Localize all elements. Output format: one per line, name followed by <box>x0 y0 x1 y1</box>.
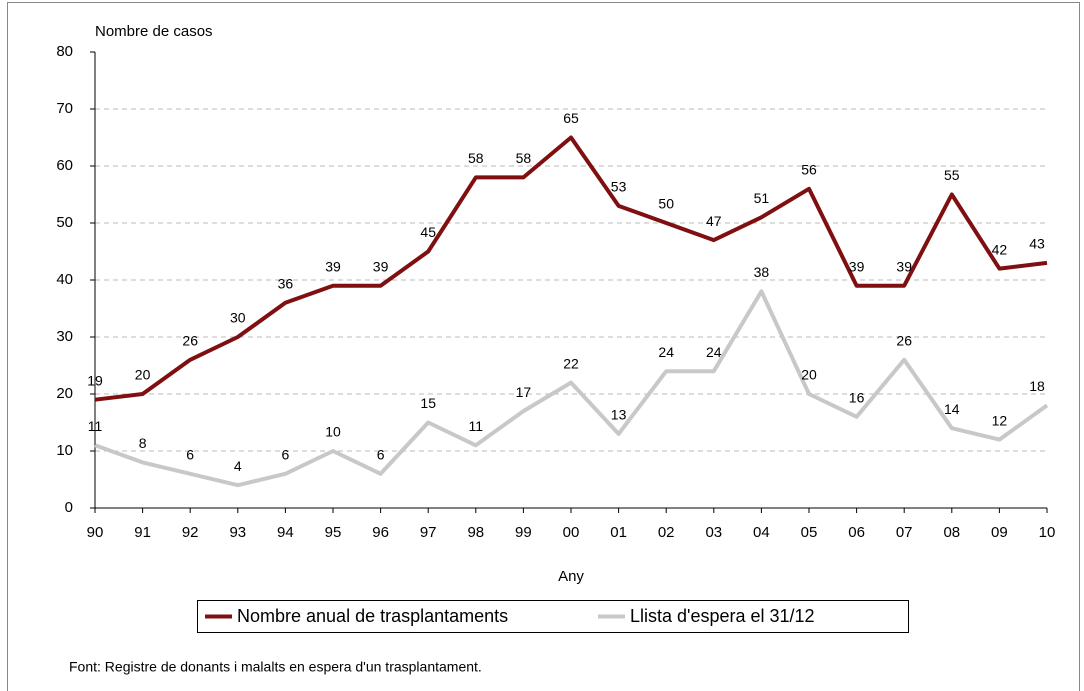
data-label: 47 <box>706 213 722 229</box>
x-tick-label: 96 <box>372 524 389 541</box>
data-label: 6 <box>377 447 385 463</box>
data-label: 19 <box>87 372 103 388</box>
data-label: 53 <box>611 179 627 195</box>
x-tick-label: 01 <box>610 524 627 541</box>
data-label: 26 <box>182 333 198 349</box>
y-axis-label: Nombre de casos <box>95 23 213 40</box>
data-label: 39 <box>373 258 389 274</box>
data-label: 56 <box>801 162 817 178</box>
data-label: 6 <box>282 447 290 463</box>
x-axis-label: Any <box>558 568 584 585</box>
legend-label: Llista d'espera el 31/12 <box>630 606 815 626</box>
data-label: 11 <box>88 418 103 434</box>
data-label: 58 <box>516 150 532 166</box>
data-label: 36 <box>278 276 294 292</box>
y-tick-label: 60 <box>56 157 73 174</box>
data-label: 39 <box>325 258 341 274</box>
data-label: 20 <box>801 367 817 383</box>
data-label: 50 <box>658 196 674 212</box>
data-label: 42 <box>992 241 1008 257</box>
data-label: 55 <box>944 167 960 183</box>
x-tick-label: 92 <box>182 524 199 541</box>
data-label: 12 <box>992 412 1008 428</box>
data-label: 26 <box>896 333 912 349</box>
x-tick-label: 03 <box>705 524 722 541</box>
x-tick-label: 97 <box>420 524 437 541</box>
data-label: 39 <box>896 258 912 274</box>
x-tick-label: 06 <box>848 524 865 541</box>
x-tick-label: 90 <box>87 524 104 541</box>
data-label: 65 <box>563 110 579 126</box>
data-label: 43 <box>1029 236 1045 252</box>
x-tick-label: 02 <box>658 524 675 541</box>
x-tick-label: 99 <box>515 524 532 541</box>
x-tick-label: 94 <box>277 524 294 541</box>
x-tick-label: 07 <box>896 524 913 541</box>
data-label: 4 <box>234 458 242 474</box>
data-label: 58 <box>468 150 484 166</box>
x-tick-label: 98 <box>467 524 484 541</box>
y-tick-label: 80 <box>56 43 73 60</box>
data-label: 38 <box>754 264 770 280</box>
series-line <box>94 289 1049 488</box>
data-label: 20 <box>135 367 151 383</box>
x-tick-label: 08 <box>943 524 960 541</box>
data-label: 13 <box>611 407 627 423</box>
y-tick-label: 0 <box>65 499 73 516</box>
data-label: 17 <box>516 384 532 400</box>
data-label: 45 <box>420 224 436 240</box>
data-label: 14 <box>944 401 960 417</box>
x-tick-label: 93 <box>229 524 246 541</box>
x-tick-label: 00 <box>563 524 580 541</box>
data-label: 39 <box>849 258 865 274</box>
data-label: 6 <box>186 447 194 463</box>
data-label: 24 <box>706 344 722 360</box>
x-tick-label: 04 <box>753 524 770 541</box>
frame <box>7 2 1080 691</box>
y-tick-label: 50 <box>56 214 73 231</box>
x-tick-label: 95 <box>325 524 342 541</box>
y-tick-label: 10 <box>56 442 73 459</box>
data-label: 8 <box>139 435 147 451</box>
x-tick-label: 09 <box>991 524 1008 541</box>
data-label: 11 <box>469 418 484 434</box>
x-tick-label: 10 <box>1039 524 1056 541</box>
y-tick-label: 30 <box>56 328 73 345</box>
data-label: 22 <box>563 355 579 371</box>
series-line <box>94 135 1048 402</box>
y-tick-label: 20 <box>56 385 73 402</box>
data-label: 10 <box>325 424 341 440</box>
x-tick-label: 05 <box>801 524 818 541</box>
legend-label: Nombre anual de trasplantaments <box>237 606 508 626</box>
data-label: 24 <box>658 344 674 360</box>
y-tick-label: 40 <box>56 271 73 288</box>
y-tick-label: 70 <box>56 100 73 117</box>
data-label: 15 <box>420 395 436 411</box>
data-label: 51 <box>754 190 770 206</box>
x-tick-label: 91 <box>134 524 151 541</box>
legend <box>197 600 909 633</box>
data-label: 16 <box>849 390 865 406</box>
data-label: 18 <box>1029 378 1045 394</box>
data-label: 30 <box>230 310 246 326</box>
source-note: Font: Registre de donants i malalts en e… <box>69 659 482 675</box>
